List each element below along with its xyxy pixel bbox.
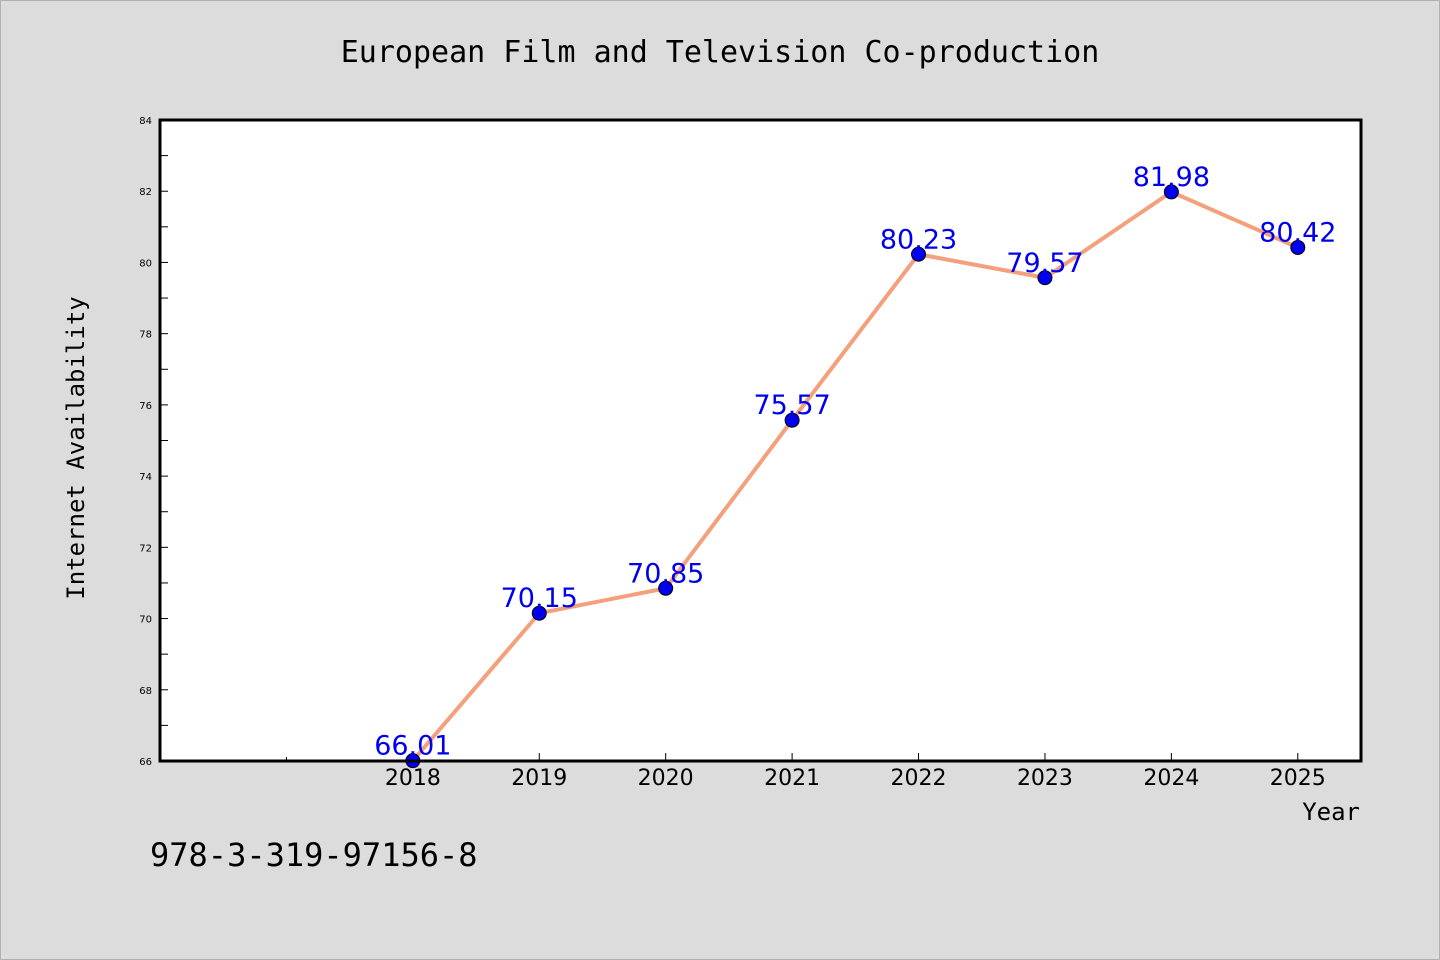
isbn-footer: 978-3-319-97156-8 <box>150 836 478 874</box>
data-point-marker <box>531 605 547 621</box>
x-tick-label: 2025 <box>1270 766 1326 791</box>
y-tick-label: 84 <box>139 116 152 127</box>
x-axis-ticks: 2018 2019 2020 2021 2022 2023 2024 2025 <box>159 753 1326 791</box>
y-tick-label: 72 <box>139 543 152 554</box>
chart-title: European Film and Television Co-producti… <box>341 35 1100 70</box>
x-tick-label: 2023 <box>1017 766 1073 791</box>
x-tick-label: 2019 <box>511 766 567 791</box>
y-tick-label: 82 <box>139 187 152 198</box>
plot-frame <box>158 118 1363 763</box>
data-point-marker <box>1037 270 1053 286</box>
y-tick-label: 66 <box>139 757 152 768</box>
y-tick-label: 78 <box>139 330 152 341</box>
data-point-marker <box>1163 184 1179 200</box>
y-tick-label: 76 <box>139 401 152 412</box>
x-tick-label: 2021 <box>764 766 820 791</box>
series-line <box>411 189 1299 762</box>
x-axis-label: Year <box>1302 798 1360 826</box>
data-label: 70.15 <box>501 583 578 614</box>
x-tick-label: 2020 <box>638 766 694 791</box>
data-point-marker <box>784 412 800 428</box>
y-tick-label: 68 <box>139 686 152 697</box>
data-point-marker <box>658 580 674 596</box>
series-group <box>405 184 1306 769</box>
x-tick-label: 2024 <box>1143 766 1199 791</box>
y-axis-label: Internet Availability <box>62 296 90 599</box>
data-point-marker <box>911 246 927 262</box>
data-point-marker <box>1290 239 1306 255</box>
x-tick-label: 2018 <box>385 766 441 791</box>
y-tick-label: 80 <box>139 258 152 269</box>
data-label: 66.01 <box>374 731 451 762</box>
data-label: 80.23 <box>880 224 957 255</box>
data-label: 75.57 <box>753 390 830 421</box>
data-labels-group: 66.01 70.15 70.85 75.57 80.23 79.57 81.98 80.42 <box>374 162 1336 762</box>
data-label: 80.42 <box>1259 217 1336 248</box>
data-label: 70.85 <box>627 558 704 589</box>
plot-area <box>160 120 1361 761</box>
x-tick-label: 2022 <box>891 766 947 791</box>
data-label: 79.57 <box>1006 248 1083 279</box>
y-tick-label: 74 <box>139 472 152 483</box>
data-label: 81.98 <box>1133 162 1210 193</box>
y-tick-label: 70 <box>139 615 152 626</box>
